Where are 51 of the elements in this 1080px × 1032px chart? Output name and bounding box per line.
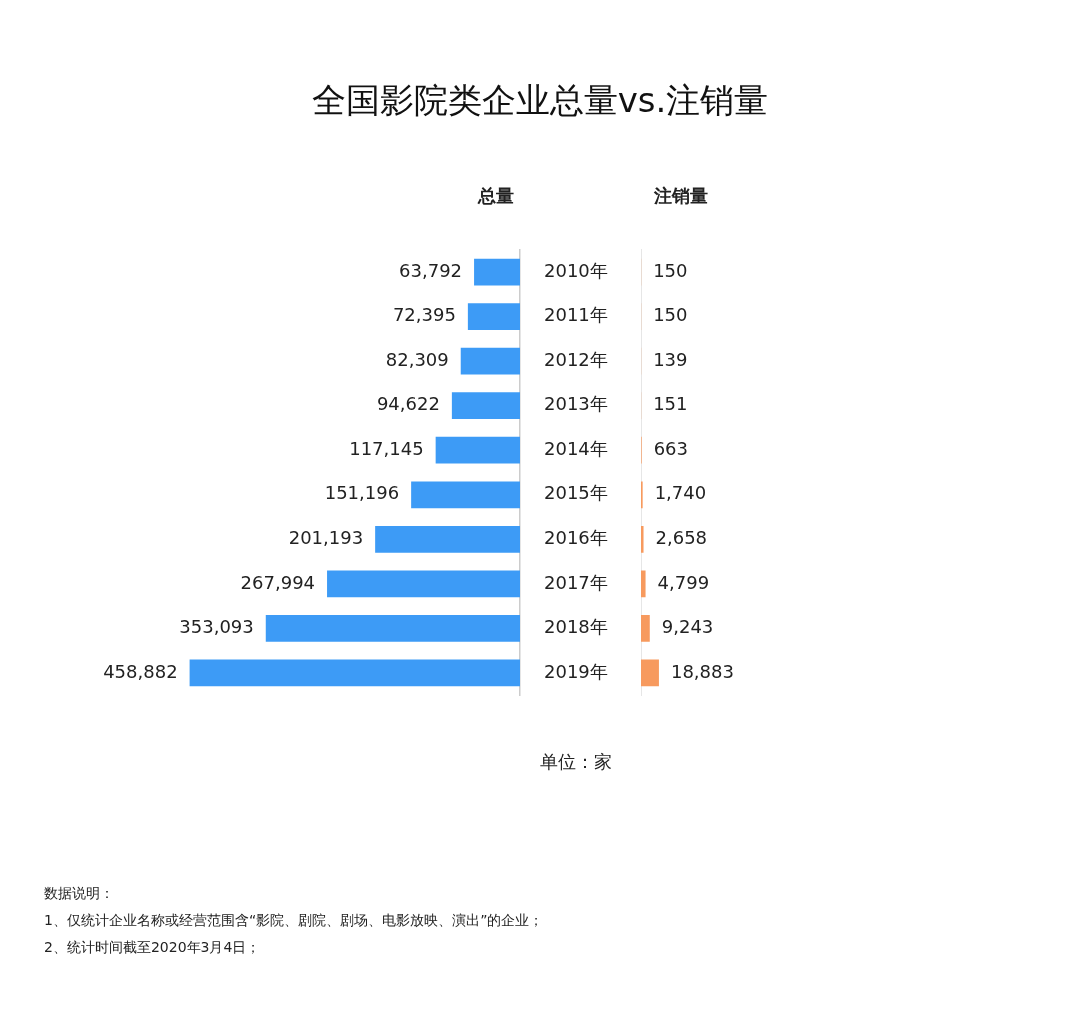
bar [375,525,520,553]
data-label: 663 [653,437,688,459]
data-label: 117,145 [349,437,424,459]
bar [467,303,520,330]
bar [451,392,520,420]
y-tick-label: 2019年 [544,660,608,682]
data-label: 82,309 [385,348,449,370]
bar [460,347,520,375]
text: 1、仅统计企业名称或经营范围含“影院、剧院、剧场、电影放映、演出”的企业； [44,911,544,930]
data-label: 2,658 [655,526,708,548]
data-label: 1,740 [654,482,707,504]
data-label: 72,395 [392,304,456,326]
y-tick-label: 2016年 [544,526,608,548]
y-tick-label: 2011年 [544,304,608,326]
text: 2、统计时间截至2020年3月4日； [44,938,262,957]
data-label: 139 [653,348,688,370]
bar [641,570,646,598]
text: 数据说明： [44,884,115,903]
y-tick-label: 2015年 [544,482,608,504]
bar [265,615,520,642]
data-label: 151 [653,393,688,415]
bar [435,436,520,464]
data-label: 94,622 [376,393,440,415]
y-tick-label: 2010年 [544,259,608,281]
data-label: 9,243 [661,616,714,638]
data-label: 151,196 [324,482,400,504]
data-label: 150 [653,304,688,326]
data-label: 267,994 [240,571,316,593]
bar [411,481,520,509]
data-label: 353,093 [179,616,254,638]
data-label: 18,883 [670,660,734,682]
y-tick-label: 2014年 [544,437,608,459]
text: 总量 [478,184,514,208]
bar [641,525,644,553]
chart-title: 全国影院类企业总量vs.注销量 [310,79,770,122]
y-tick-label: 2012年 [544,348,608,370]
data-label: 458,882 [103,660,178,682]
y-tick-label: 2017年 [544,571,608,593]
text: 注销量 [654,184,708,208]
data-label: 4,799 [657,571,710,593]
bar [189,659,520,687]
data-label: 150 [653,259,688,281]
bar [327,570,520,598]
y-tick-label: 2018年 [544,616,608,638]
y-tick-label: 2013年 [544,393,608,415]
text: 单位：家 [540,750,612,774]
bar [641,615,650,642]
bar [474,258,520,286]
bar [641,659,659,687]
data-label: 63,792 [399,259,463,281]
data-label: 201,193 [288,526,364,548]
